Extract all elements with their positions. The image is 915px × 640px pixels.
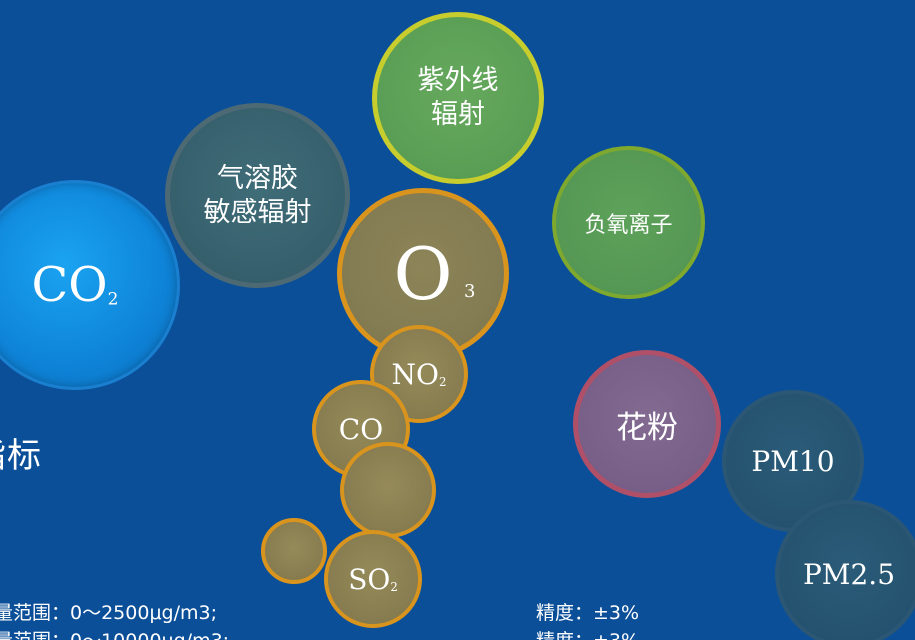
pm25-label: PM2.5 [802, 557, 896, 591]
negative-ion-bubble[interactable]: 负氧离子 [552, 146, 705, 299]
accuracy-1: 精度：±3% [536, 602, 640, 624]
pollen-label: 花粉 [616, 409, 678, 446]
no2-label: NO2 [391, 357, 447, 391]
uv-label-line1: 紫外线 [417, 65, 499, 97]
uv-radiation-bubble[interactable]: 紫外线 辐射 [372, 12, 544, 184]
so2-subscript: 2 [390, 579, 398, 594]
decorative-bubble-small [261, 518, 327, 584]
aerosol-label-line2: 敏感辐射 [203, 196, 312, 228]
uv-label-line2: 辐射 [431, 99, 485, 130]
aerosol-radiation-bubble[interactable]: 气溶胶 敏感辐射 [165, 103, 350, 288]
o3-subscript: 3 [464, 281, 476, 302]
pm10-label: PM10 [751, 444, 835, 478]
pm10-bubble[interactable]: PM10 [722, 390, 864, 532]
so2-bubble[interactable]: SO2 [324, 530, 422, 628]
uv-label: 紫外线 辐射 [418, 64, 499, 132]
co2-subscript: 2 [107, 289, 119, 310]
aerosol-label: 气溶胶 敏感辐射 [204, 162, 312, 230]
co2-label: CO2 [31, 257, 119, 313]
co-label: CO [338, 412, 384, 446]
pollen-bubble[interactable]: 花粉 [573, 350, 721, 498]
section-heading: 指标 [0, 436, 42, 476]
accuracy-2: 精度：±3% [536, 626, 639, 640]
aerosol-label-line1: 气溶胶 [217, 162, 298, 194]
so2-label: SO2 [348, 562, 398, 596]
o3-label: O [393, 232, 453, 316]
measurement-range-2: 量范围：0～10000μg/m3; [0, 626, 229, 640]
no2-subscript: 2 [438, 374, 447, 389]
decorative-bubble [340, 442, 436, 538]
measurement-range-1: 量范围：0～2500μg/m3; [0, 602, 217, 624]
co2-bubble[interactable]: CO2 [0, 180, 180, 390]
pm25-bubble[interactable]: PM2.5 [775, 500, 915, 640]
negative-ion-label: 负氧离子 [584, 212, 673, 238]
